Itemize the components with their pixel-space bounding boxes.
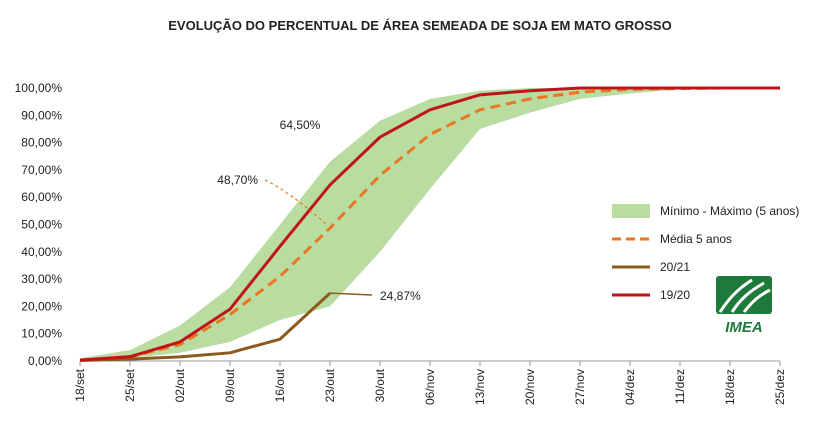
x-tick-label: 09/out [223, 368, 237, 402]
imea-logo: IMEA [716, 276, 772, 336]
x-tick-label: 18/dez [723, 369, 737, 405]
x-tick-label: 20/nov [523, 369, 537, 405]
x-tick-label: 25/dez [773, 369, 787, 405]
y-tick-label: 30,00% [21, 272, 62, 286]
y-tick-label: 40,00% [21, 245, 62, 259]
legend-label: 20/21 [660, 260, 690, 274]
x-tick-label: 16/out [273, 368, 287, 402]
x-tick-label: 18/set [73, 368, 87, 401]
x-tick-label: 04/dez [623, 369, 637, 405]
y-tick-label: 50,00% [21, 218, 62, 232]
x-tick-label: 11/dez [673, 369, 687, 404]
legend-label: 19/20 [660, 288, 690, 302]
x-tick-label: 23/out [323, 368, 337, 402]
logo-stripe-2 [730, 281, 765, 313]
series-line-m-dia-5-anos [79, 86, 780, 362]
legend-swatch [612, 204, 650, 218]
series-layer [79, 86, 780, 362]
y-tick-label: 70,00% [21, 163, 62, 177]
min-max-band [80, 88, 780, 361]
legend-label: Mínimo - Máximo (5 anos) [660, 204, 799, 218]
annotation-leader [264, 179, 327, 225]
data-label: 48,70% [217, 173, 258, 187]
annotation-leader [329, 292, 373, 296]
y-tick-label: 20,00% [21, 299, 62, 313]
min-max-band-layer [80, 88, 780, 361]
x-tick-label: 25/set [123, 368, 137, 401]
x-tick-label: 02/out [173, 368, 187, 402]
logo-stripe-3 [742, 288, 771, 313]
legend-label: Média 5 anos [660, 232, 732, 246]
chart-title: EVOLUÇÃO DO PERCENTUAL DE ÁREA SEMEADA D… [168, 18, 671, 33]
legend: Mínimo - Máximo (5 anos) Média 5 anos 20/2… [612, 204, 799, 302]
annotations-layer: 64,50% 48,70% 24,87% [217, 118, 421, 303]
axes-layer: 0,00% 10,00% 20,00% 30,00% 40,00% 50,00% 60,00… [15, 81, 787, 405]
y-tick-label: 80,00% [21, 136, 62, 150]
y-tick-label: 0,00% [28, 354, 62, 368]
x-tick-label: 27/nov [573, 369, 587, 405]
y-tick-label: 100,00% [15, 81, 63, 95]
series-line-19-20 [79, 86, 780, 362]
x-tick-label: 06/nov [423, 369, 437, 405]
y-tick-label: 60,00% [21, 190, 62, 204]
data-label: 64,50% [280, 118, 321, 132]
logo-wordmark: IMEA [725, 319, 763, 336]
series-line-20-21 [79, 292, 332, 362]
y-tick-label: 10,00% [21, 327, 62, 341]
y-tick-label: 90,00% [21, 108, 62, 122]
x-tick-label: 30/out [373, 368, 387, 402]
logo-stripe-1 [718, 278, 753, 313]
x-tick-label: 13/nov [473, 369, 487, 405]
data-label: 24,87% [380, 289, 421, 303]
